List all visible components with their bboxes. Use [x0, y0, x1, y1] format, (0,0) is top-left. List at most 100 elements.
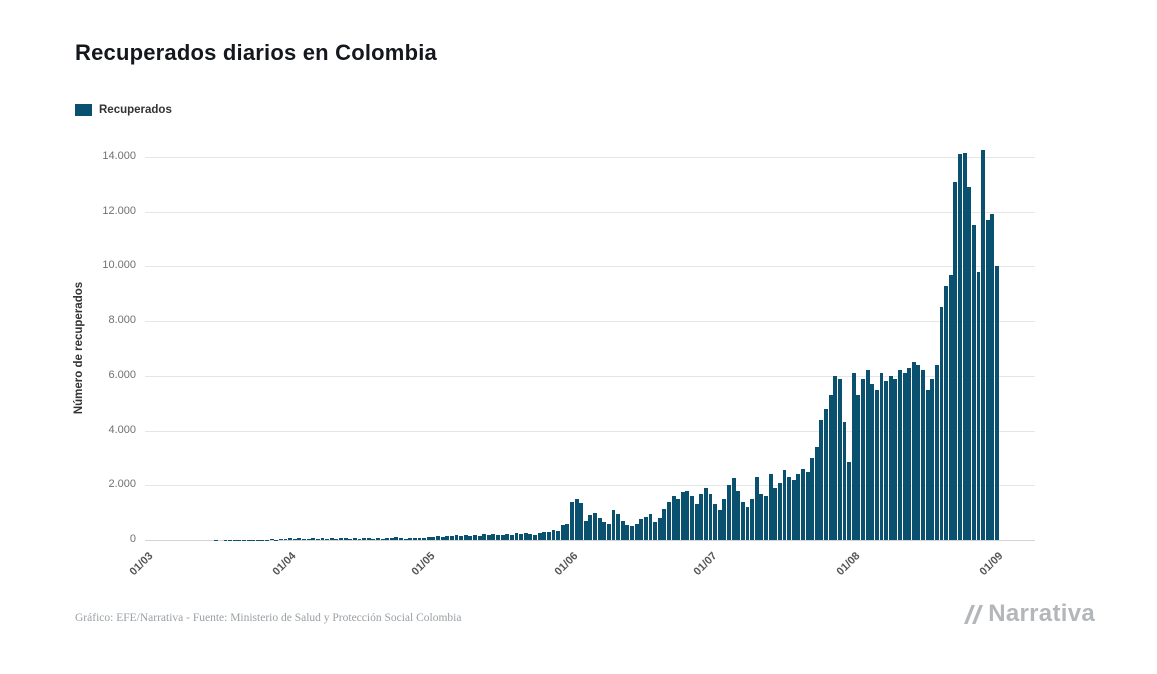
bar [796, 474, 801, 540]
bar [528, 533, 533, 540]
bar [278, 539, 283, 540]
bar [699, 493, 704, 540]
legend[interactable]: Recuperados [75, 104, 172, 116]
bar [995, 266, 999, 540]
bar [348, 538, 353, 540]
bar [459, 535, 464, 540]
bar [759, 493, 764, 540]
y-tick-label: 12.000 [102, 204, 136, 217]
bar [325, 538, 330, 540]
bar [431, 537, 436, 540]
bar [750, 498, 755, 540]
bar [745, 507, 750, 540]
bar [394, 537, 399, 540]
bar [496, 534, 500, 540]
y-tick-label: 2.000 [108, 478, 136, 491]
bar [593, 512, 597, 540]
bar [916, 364, 921, 540]
bar [879, 373, 884, 540]
bar [787, 477, 792, 540]
gridline [145, 540, 1035, 541]
bar [302, 539, 306, 540]
bar [542, 531, 547, 540]
bar [611, 509, 616, 540]
bar [874, 389, 879, 540]
bar [366, 538, 371, 540]
bar [902, 373, 907, 540]
bar [694, 504, 699, 540]
bar [662, 508, 667, 540]
bar [546, 532, 551, 540]
bar [362, 537, 367, 540]
bar [953, 181, 958, 540]
bar [911, 362, 916, 540]
bar [657, 518, 662, 540]
bar [948, 274, 953, 540]
bar [533, 534, 537, 540]
bar [861, 378, 865, 540]
bar [944, 285, 949, 540]
bar [408, 537, 413, 540]
bar [736, 490, 741, 540]
bar [717, 509, 722, 540]
bar [805, 471, 810, 540]
bar [422, 537, 427, 540]
y-axis-title: Número de recuperados [73, 281, 85, 415]
bar [505, 533, 510, 540]
bar [713, 504, 718, 540]
bar [570, 501, 574, 540]
bar [814, 447, 819, 540]
bar [653, 522, 658, 540]
bar [888, 375, 893, 540]
bar [389, 538, 394, 540]
bar [990, 214, 995, 540]
bar [754, 477, 759, 540]
bar [445, 535, 450, 540]
bar [740, 501, 745, 540]
bar [288, 538, 293, 540]
bar [352, 538, 357, 540]
bar [454, 535, 459, 540]
bar [958, 154, 962, 540]
gridline [145, 485, 1035, 487]
bar [329, 537, 334, 540]
bar [463, 535, 468, 540]
narrativa-logo: Narrativa [961, 600, 1095, 628]
bar [884, 381, 889, 540]
bar [560, 524, 565, 540]
bar [472, 534, 477, 540]
bar [865, 370, 870, 540]
narrativa-logo-icon [964, 604, 984, 624]
bar [283, 539, 288, 540]
bar [634, 523, 639, 540]
x-tick-label: 01/08 [834, 550, 863, 578]
bar [583, 520, 588, 540]
bar [311, 537, 316, 540]
bar [385, 537, 390, 540]
bar [639, 519, 644, 540]
bar [399, 538, 403, 540]
bar [297, 538, 302, 540]
gridline [145, 211, 1035, 213]
bar [690, 496, 695, 540]
bar [768, 474, 773, 540]
bar [375, 537, 380, 540]
bar [810, 457, 815, 540]
bar [907, 367, 912, 540]
gridline [145, 321, 1035, 323]
bar [976, 271, 981, 540]
y-tick-label: 10.000 [102, 259, 136, 272]
y-tick-label: 4.000 [108, 423, 136, 436]
bar [500, 535, 505, 540]
bar [556, 531, 561, 540]
x-tick-label: 01/04 [270, 550, 299, 578]
bar [777, 482, 782, 540]
bar [292, 538, 297, 540]
bar [523, 532, 528, 540]
bar [971, 225, 976, 540]
bar [514, 533, 519, 540]
bar [606, 523, 611, 540]
bar [602, 522, 607, 540]
y-tick-label: 0 [129, 533, 136, 545]
bar [727, 485, 731, 540]
